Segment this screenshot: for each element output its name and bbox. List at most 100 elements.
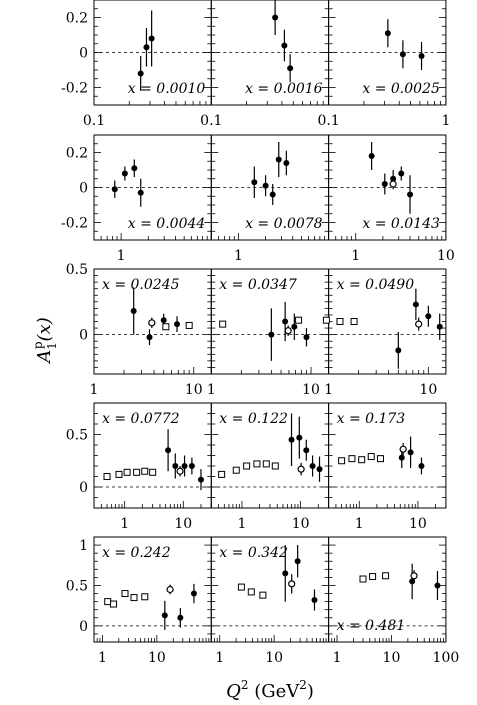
panel-r0-c2: 0.1 1x = 0.0025 — [317, 0, 450, 129]
data-point-filled — [143, 44, 150, 51]
data-point-open — [166, 585, 174, 594]
data-point-filled — [368, 153, 375, 159]
y-axis-label-base: A — [34, 350, 55, 365]
y-axis-label-sub: 1 — [45, 342, 59, 350]
panel-label: x = 0.0016 — [245, 81, 323, 97]
panel-label: x = 0.0143 — [362, 216, 440, 232]
data-point-filled — [282, 318, 289, 325]
data-point-square — [262, 460, 270, 468]
y-tick-label: 0 — [79, 46, 88, 62]
x-tick-label: 0.1 — [317, 113, 339, 129]
data-point-filled — [384, 30, 391, 37]
data-point-filled — [121, 170, 128, 177]
data-point-square — [103, 473, 111, 480]
panel-label: x = 0.0245 — [102, 277, 180, 293]
data-point-filled — [137, 189, 144, 196]
panel-r4-c2: 1 10 100 x = 0.481 — [328, 536, 459, 666]
data-point-square — [123, 468, 131, 476]
panel-r3-c1: 1 10 x = 0.122 — [210, 402, 330, 532]
x-tick-label: 10 — [302, 382, 320, 398]
data-point-filled — [181, 463, 188, 469]
data-point-filled — [407, 191, 414, 198]
data-point-square — [218, 470, 226, 478]
data-point-filled — [434, 582, 441, 589]
data-point-filled — [137, 70, 144, 77]
x-axis-label: Q2 (GeV2) — [226, 678, 314, 702]
data-point-square — [141, 467, 149, 475]
x-axis-label-unit-end: ) — [307, 681, 314, 702]
data-point-filled — [425, 313, 432, 320]
panel-label: x = 0.0772 — [102, 411, 180, 427]
y-tick-label: 0 — [79, 181, 88, 197]
data-point-filled — [148, 35, 155, 42]
x-tick-label: 10 — [419, 382, 437, 398]
data-point-filled — [172, 463, 179, 469]
panel-r4-c1: 1 10 x = 0.342 — [210, 536, 330, 666]
x-tick-label: 1 — [355, 516, 364, 532]
data-point-filled — [288, 436, 295, 443]
x-tick-label: 1 — [207, 382, 216, 398]
data-point-square — [271, 462, 279, 470]
data-point-filled — [111, 186, 118, 193]
data-point-filled — [165, 447, 172, 454]
panel-r0-c0: 0.2 0 -0.2 0.1 x = 0.0010 — [61, 0, 212, 129]
data-point-square — [338, 457, 346, 465]
x-tick-label: 1 — [441, 113, 450, 129]
data-point-square — [104, 598, 112, 606]
data-point-square — [359, 575, 367, 583]
x-tick-label: 1 — [234, 248, 243, 264]
data-point-square — [322, 316, 330, 324]
x-tick-label: 1 — [238, 516, 247, 532]
x-tick-label: 10 — [437, 248, 455, 264]
data-point-filled — [381, 181, 388, 187]
panel-label: x = 0.0025 — [362, 81, 440, 97]
panel-r2-c1: 1 10x = 0.0347 — [162, 268, 330, 398]
data-point-filled — [251, 179, 258, 186]
data-point-square — [110, 600, 118, 608]
panel-label: x = 0.481 — [337, 618, 406, 634]
data-point-square — [247, 588, 255, 596]
x-tick-label: 1 — [324, 382, 333, 398]
data-point-square — [162, 323, 170, 331]
data-point-filled — [398, 170, 405, 177]
y-tick-label: 0.5 — [66, 578, 88, 594]
x-axis-label-unit-sup: 2 — [299, 678, 307, 692]
data-point-filled — [272, 14, 279, 21]
data-point-filled — [291, 323, 298, 330]
x-tick-label: 10 — [383, 650, 401, 666]
data-point-filled — [282, 570, 289, 577]
x-tick-label: 10 — [265, 650, 283, 666]
y-axis-label-sup: p — [31, 341, 45, 349]
data-point-square — [376, 455, 384, 463]
data-point-square — [382, 572, 390, 580]
y-tick-label: 0 — [79, 328, 88, 344]
y-tick-label: 0.2 — [66, 11, 88, 27]
y-tick-label: 0 — [79, 619, 88, 635]
data-point-filled — [398, 454, 405, 461]
data-point-square — [237, 583, 245, 591]
data-point-filled — [131, 165, 138, 172]
x-tick-label: 0.1 — [83, 113, 105, 129]
panel-r4-c0: 10.501 10x = 0.242 — [66, 536, 212, 666]
y-axis-label-arg: (x) — [34, 317, 55, 341]
data-point-open — [389, 180, 397, 188]
data-point-square — [219, 320, 227, 328]
data-point-filled — [130, 308, 137, 314]
data-point-square — [350, 318, 358, 325]
y-tick-label: 0.5 — [66, 428, 88, 444]
x-tick-label: 0.1 — [200, 113, 222, 129]
data-point-filled — [311, 597, 318, 603]
y-tick-label: 1 — [79, 538, 88, 554]
data-point-filled — [174, 321, 181, 328]
data-point-square — [115, 470, 123, 478]
data-point-open — [399, 445, 407, 453]
x-tick-label: 1 — [215, 650, 224, 666]
data-point-filled — [303, 447, 310, 454]
data-point-filled — [160, 317, 167, 324]
data-point-filled — [161, 612, 168, 619]
panel-r3-c0: 0.5 0 1 10 x = 0.0772 — [66, 402, 212, 532]
data-point-open — [288, 580, 296, 588]
data-point-square — [295, 316, 303, 324]
